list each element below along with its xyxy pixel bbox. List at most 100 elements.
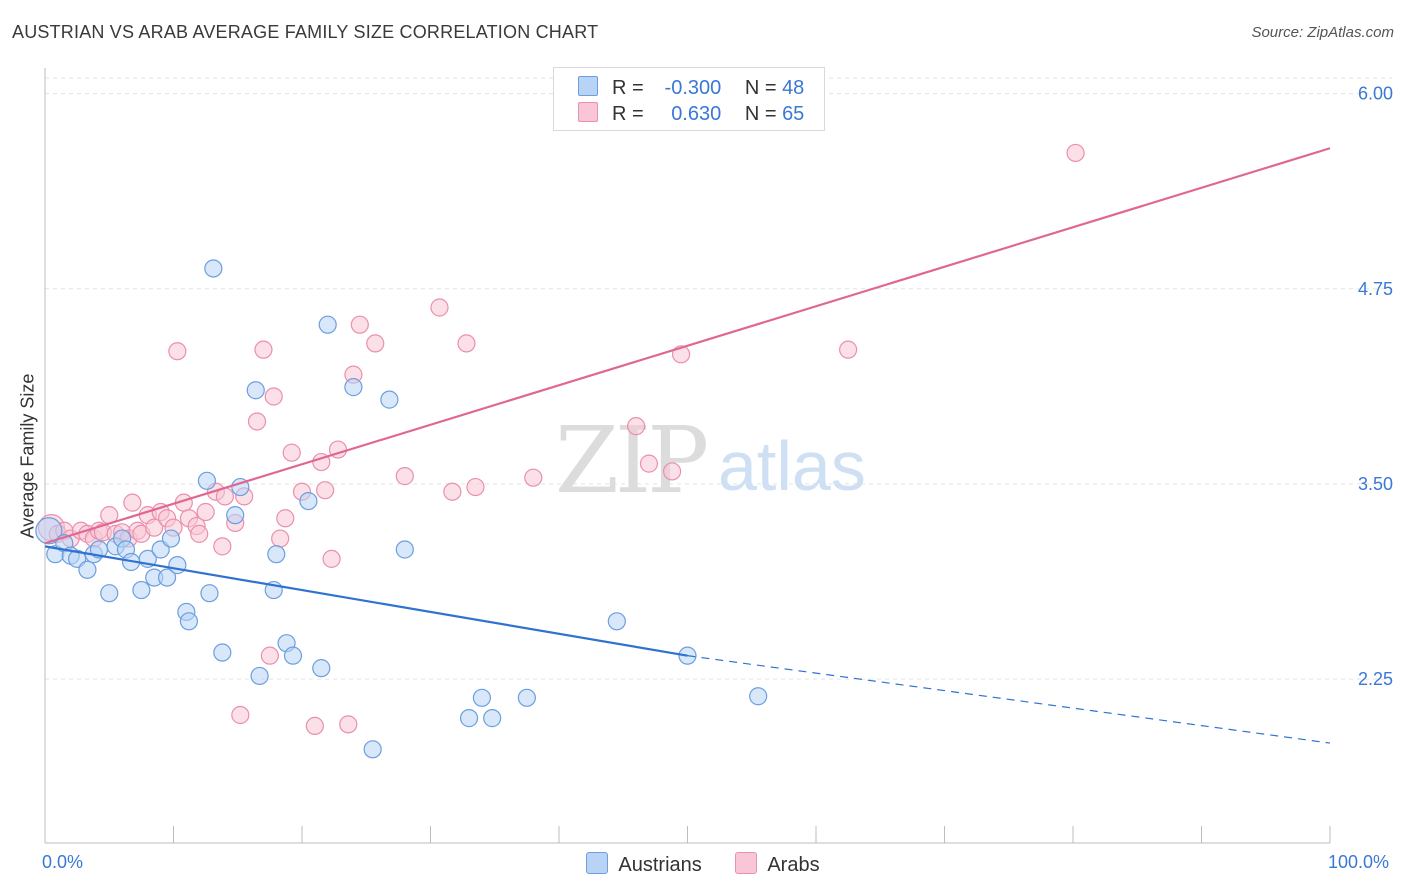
legend-r-value-austrians: -0.300 xyxy=(664,77,722,99)
austrian-point xyxy=(472,688,491,707)
arab-point xyxy=(305,716,324,736)
trend-lines xyxy=(44,147,1331,744)
arab-point xyxy=(316,481,335,500)
arab-point xyxy=(260,646,279,665)
legend-n-value-arabs: 65 xyxy=(782,103,805,125)
y-tick-label: 6.00 xyxy=(1358,84,1393,104)
legend-n-label: N = xyxy=(744,103,777,125)
austrian-point xyxy=(100,584,119,603)
arab-point xyxy=(196,502,215,522)
arab-point xyxy=(145,518,164,537)
austrian-point xyxy=(35,517,63,545)
austrian-point xyxy=(318,315,337,334)
legend-item-arabs: Arabs xyxy=(735,852,820,877)
austrian-point xyxy=(204,259,223,278)
austrian-point xyxy=(168,556,187,575)
arab-point xyxy=(339,715,358,734)
austrian-point xyxy=(197,471,217,490)
arab-point xyxy=(247,412,267,431)
legend-label-arabs: Arabs xyxy=(767,854,820,876)
arab-point xyxy=(271,529,290,548)
austrian-point xyxy=(395,540,414,559)
austrian-point xyxy=(246,381,265,400)
austrian-point xyxy=(226,506,245,525)
austrian-point xyxy=(459,709,479,728)
source-label: Source: ZipAtlas.com xyxy=(1251,24,1394,41)
arab-point xyxy=(430,298,449,317)
austrian-point xyxy=(157,568,177,587)
arab-point xyxy=(466,477,485,497)
austrian-point xyxy=(380,390,399,409)
austrian-point xyxy=(312,659,331,678)
austrian-point xyxy=(344,378,363,397)
legend-swatch-austrians xyxy=(586,852,609,874)
austrians-trend-line xyxy=(44,545,688,657)
series-legend: Austrians Arabs xyxy=(0,852,1406,877)
x-tick-label-min: 0.0% xyxy=(42,852,84,872)
arab-point xyxy=(1066,143,1085,163)
austrian-point xyxy=(607,612,626,631)
arab-point xyxy=(395,467,414,486)
arab-point xyxy=(443,482,462,501)
austrian-point xyxy=(267,545,286,564)
y-tick-label: 4.75 xyxy=(1358,279,1393,299)
y-tick-label: 2.25 xyxy=(1358,669,1393,689)
arab-point xyxy=(282,443,301,462)
austrian-point xyxy=(483,709,502,728)
arab-point xyxy=(662,462,682,481)
austrian-point xyxy=(179,612,199,631)
legend-n-value-austrians: 48 xyxy=(782,77,805,99)
arab-point xyxy=(350,315,369,334)
legend-swatch-arabs xyxy=(735,852,758,874)
austrian-point xyxy=(200,584,219,603)
arab-point xyxy=(254,340,273,359)
arab-point xyxy=(276,509,295,528)
austrian-point xyxy=(283,646,303,665)
legend-row-arabs: R = 0.630 N = 65 xyxy=(578,102,804,126)
arab-point xyxy=(231,705,250,725)
arab-point xyxy=(168,342,187,361)
y-tick-labels: 2.25 3.50 4.75 6.00 xyxy=(1358,84,1393,689)
austrian-point xyxy=(517,688,536,707)
watermark-atlas: atlas xyxy=(718,427,866,505)
austrian-point xyxy=(250,666,269,686)
arab-point xyxy=(213,537,232,556)
y-tick-label: 3.50 xyxy=(1358,474,1393,494)
austrian-point xyxy=(749,687,768,706)
legend-r-value-arabs: 0.630 xyxy=(671,103,722,125)
legend-r-label: R = xyxy=(612,103,644,125)
legend-r-label: R = xyxy=(612,77,644,99)
legend-label-austrians: Austrians xyxy=(618,854,702,876)
legend-swatch-austrians xyxy=(578,76,598,96)
austrian-point xyxy=(363,740,382,759)
arabs-trend-line xyxy=(44,147,1331,545)
stats-legend: R = -0.300 N = 48 R = 0.630 N = 65 xyxy=(553,67,825,131)
legend-n-label: N = xyxy=(744,77,777,99)
arab-point xyxy=(839,340,858,359)
x-tick-label-max: 100.0% xyxy=(1328,852,1390,872)
austrians-points xyxy=(35,259,768,759)
arab-point xyxy=(264,387,283,406)
austrians-trend-extension xyxy=(687,655,1331,744)
austrian-point xyxy=(78,560,97,579)
arab-point xyxy=(626,417,646,436)
austrian-point xyxy=(161,529,181,548)
watermark: ZIP atlas xyxy=(555,407,866,514)
legend-item-austrians: Austrians xyxy=(586,852,702,877)
arab-point xyxy=(190,524,209,543)
axes xyxy=(44,68,1331,844)
arab-point xyxy=(457,334,476,353)
legend-swatch-arabs xyxy=(578,102,598,122)
austrian-point xyxy=(213,643,232,662)
legend-row-austrians: R = -0.300 N = 48 xyxy=(578,76,804,100)
austrian-point xyxy=(132,580,151,600)
arab-point xyxy=(322,549,341,568)
grid-lines xyxy=(45,77,1392,680)
austrian-point xyxy=(299,491,318,511)
arab-point xyxy=(639,454,659,473)
y-axis-label: Average Family Size xyxy=(17,373,38,539)
arab-point xyxy=(123,493,142,512)
arab-point xyxy=(524,468,543,487)
arab-point xyxy=(366,334,385,353)
